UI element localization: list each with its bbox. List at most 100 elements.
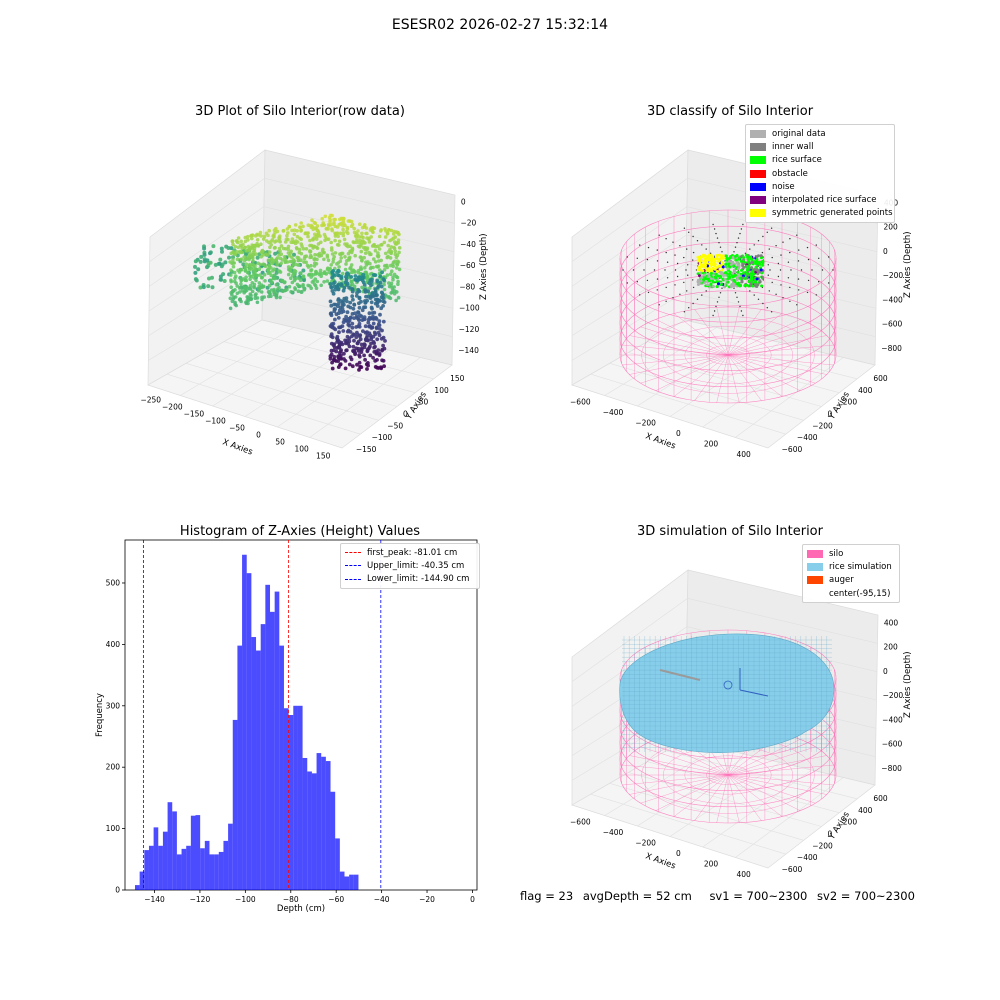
raw-point — [391, 232, 396, 236]
raw-point — [332, 354, 337, 359]
raw-point — [286, 265, 291, 269]
raw-point — [330, 325, 335, 330]
raw-point — [301, 274, 306, 279]
raw-point — [304, 247, 309, 251]
raw-point — [221, 272, 226, 277]
raw-point — [229, 279, 233, 284]
classify-point — [686, 290, 688, 292]
raw-point-cloud — [193, 213, 402, 372]
raw-point — [374, 315, 378, 320]
raw-point — [375, 278, 380, 283]
raw-x-tick: −150 — [184, 410, 205, 419]
raw-point — [372, 341, 376, 345]
classify-point — [787, 277, 790, 279]
raw-point — [382, 268, 387, 272]
classify-point — [665, 286, 667, 289]
raw-point — [328, 282, 333, 286]
raw-point — [312, 244, 317, 249]
raw-point — [290, 237, 295, 241]
raw-point — [379, 284, 384, 289]
raw-point — [362, 353, 366, 358]
raw-point — [322, 232, 327, 237]
raw-point — [345, 281, 350, 286]
raw-point — [285, 234, 289, 238]
classify-point — [768, 290, 770, 292]
raw-point — [308, 250, 312, 254]
classify-point — [777, 275, 780, 278]
histogram-legend-entry: Upper_limit: -40.35 cm — [345, 559, 475, 572]
raw-point — [275, 256, 280, 260]
raw-point — [261, 284, 265, 289]
classify-point — [713, 262, 717, 266]
raw-point — [378, 312, 382, 317]
raw-point — [314, 237, 319, 241]
simulation-z-tick: 400 — [884, 618, 899, 627]
raw-point — [274, 295, 279, 300]
classify-point — [726, 280, 730, 284]
raw-point — [363, 324, 368, 329]
simulation-legend: silo rice simulation auger center(-95,15) — [802, 544, 900, 604]
raw-point — [266, 294, 271, 299]
raw-point — [252, 276, 256, 280]
classify-point — [721, 256, 725, 260]
classify-legend-entry: inner wall — [750, 140, 890, 153]
classify-point — [719, 283, 723, 286]
raw-point — [366, 289, 371, 294]
classify-point — [798, 249, 800, 251]
raw-point — [379, 336, 384, 341]
histogram-x-axis-label: Depth (cm) — [277, 904, 325, 914]
histogram-y-axis-label: Frequency — [95, 693, 105, 737]
histogram-bar — [307, 771, 312, 890]
raw-point — [369, 235, 374, 239]
raw-point — [328, 299, 333, 304]
simulation-legend-swatch — [807, 576, 823, 585]
raw-point — [297, 284, 302, 289]
raw-point — [330, 228, 335, 233]
histogram-bar — [204, 840, 210, 890]
classify-point — [724, 254, 728, 258]
simulation-y-tick: −200 — [812, 841, 833, 850]
classify-point — [712, 223, 714, 226]
histogram-bar — [144, 850, 149, 890]
histogram-bar — [270, 611, 275, 890]
classify-point — [755, 268, 759, 272]
classify-point — [715, 266, 718, 270]
raw-point — [369, 300, 374, 305]
classify-point — [715, 270, 719, 273]
classify-point — [696, 258, 700, 262]
raw-point — [337, 243, 341, 247]
classify-point — [716, 274, 720, 278]
classify-point — [796, 234, 798, 236]
classify-x-tick: 200 — [704, 439, 719, 448]
raw-point — [347, 256, 351, 261]
classify-point — [832, 269, 834, 271]
classify-point — [723, 273, 727, 277]
raw-point — [346, 320, 351, 324]
classify-point — [705, 248, 707, 250]
raw-point — [284, 247, 288, 251]
raw-point — [306, 283, 310, 288]
classify-legend-label: interpolated rice surface — [772, 195, 877, 206]
classify-point — [737, 274, 741, 278]
raw-point — [249, 293, 253, 298]
raw-point — [350, 321, 355, 326]
raw-point — [330, 270, 335, 275]
classify-point — [709, 252, 712, 254]
classify-point — [656, 289, 658, 291]
raw-point — [292, 252, 296, 257]
raw-point — [332, 273, 337, 278]
raw-point — [301, 284, 305, 289]
raw-point — [269, 243, 274, 247]
raw-point — [363, 343, 367, 347]
classify-point — [656, 260, 659, 262]
classify-point — [771, 256, 773, 259]
raw-point — [252, 282, 257, 287]
classify-point — [753, 280, 757, 284]
histogram-legend-swatch — [345, 565, 361, 567]
raw-point — [208, 250, 213, 255]
classify-point — [713, 260, 717, 264]
raw-point — [238, 243, 243, 247]
classify-point — [665, 251, 667, 254]
classify-point — [797, 278, 800, 280]
